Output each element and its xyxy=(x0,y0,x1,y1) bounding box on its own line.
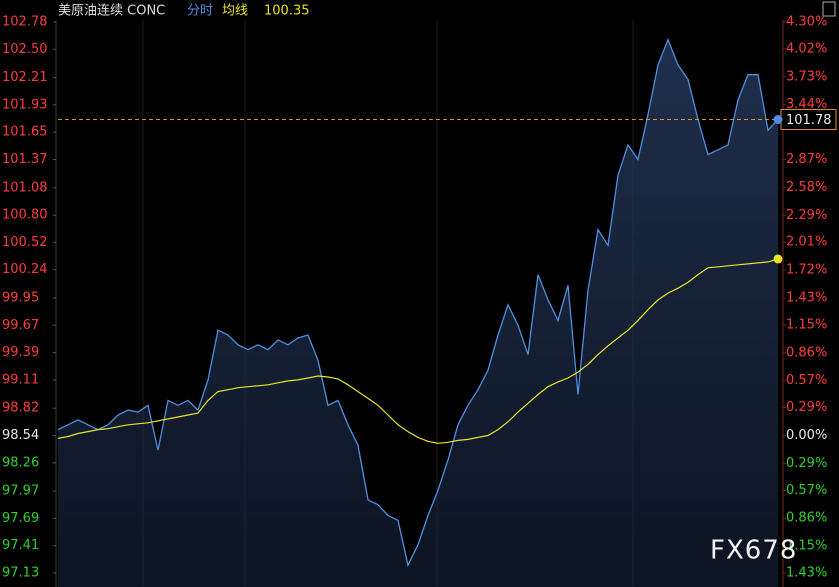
y2-tick-label: 0.57% xyxy=(786,373,827,388)
y-tick-label: 97.69 xyxy=(2,511,39,526)
y2-tick-label: 0.86% xyxy=(786,345,827,360)
chart-title: 美原油连续 CONC xyxy=(58,3,165,19)
watermark: FX678 xyxy=(710,536,797,566)
y2-tick-label: 2.01% xyxy=(786,235,827,250)
legend-price: 分时 xyxy=(187,4,213,19)
y2-tick-label: 2.87% xyxy=(786,152,827,167)
y2-tick-label: 3.73% xyxy=(786,69,827,84)
y2-tick-label: 2.58% xyxy=(786,180,827,195)
price-line xyxy=(57,37,779,568)
y-tick-label: 102.50 xyxy=(2,42,48,57)
y2-tick-label: 2.29% xyxy=(786,208,827,223)
y-tick-label: 98.26 xyxy=(2,455,39,470)
y-tick-label: 97.41 xyxy=(2,538,39,553)
y-tick-label: 98.54 xyxy=(2,428,39,443)
last-price-label: 101.78 xyxy=(786,113,832,128)
y-tick-label: 100.52 xyxy=(2,235,48,250)
y-tick-label: 99.67 xyxy=(2,318,39,333)
legend-avg-value: 100.35 xyxy=(264,4,310,19)
y2-tick-label: 0.57% xyxy=(786,483,827,498)
avg-line xyxy=(57,258,779,444)
y-tick-label: 102.21 xyxy=(2,70,48,85)
legend-avg: 均线 xyxy=(222,4,248,19)
y2-tick-label: 1.72% xyxy=(786,263,827,278)
y2-tick-label: 0.86% xyxy=(786,511,827,526)
y2-tick-label: 4.02% xyxy=(786,41,827,56)
y-tick-label: 97.97 xyxy=(2,484,39,499)
y2-tick-label: 1.43% xyxy=(786,290,827,305)
y-tick-label: 101.93 xyxy=(2,97,48,112)
y-tick-label: 101.65 xyxy=(2,125,48,140)
y2-tick-label: 1.15% xyxy=(786,317,827,332)
y-tick-label: 102.78 xyxy=(2,15,48,30)
price-area xyxy=(58,39,778,587)
y-tick-label: 101.08 xyxy=(2,180,48,195)
y-tick-label: 100.24 xyxy=(2,262,48,277)
y-tick-label: 97.13 xyxy=(2,566,39,581)
y-tick-label: 100.80 xyxy=(2,208,48,223)
y-tick-label: 99.11 xyxy=(2,372,39,387)
y2-tick-label: 4.30% xyxy=(786,15,827,30)
end-dot xyxy=(773,254,783,264)
y2-tick-label: 0.00% xyxy=(786,428,827,443)
y-tick-label: 101.37 xyxy=(2,152,48,167)
y-tick-label: 99.95 xyxy=(2,290,39,305)
y-tick-label: 98.82 xyxy=(2,401,39,416)
corner-icon[interactable] xyxy=(822,1,836,17)
end-dot xyxy=(773,115,783,125)
y2-tick-label: 1.43% xyxy=(786,566,827,581)
y2-tick-label: 3.44% xyxy=(786,97,827,112)
y-tick-label: 99.39 xyxy=(2,345,39,360)
y2-tick-label: 0.29% xyxy=(786,456,827,471)
y2-tick-label: 1.15% xyxy=(786,539,827,554)
y2-tick-label: 0.29% xyxy=(786,400,827,415)
